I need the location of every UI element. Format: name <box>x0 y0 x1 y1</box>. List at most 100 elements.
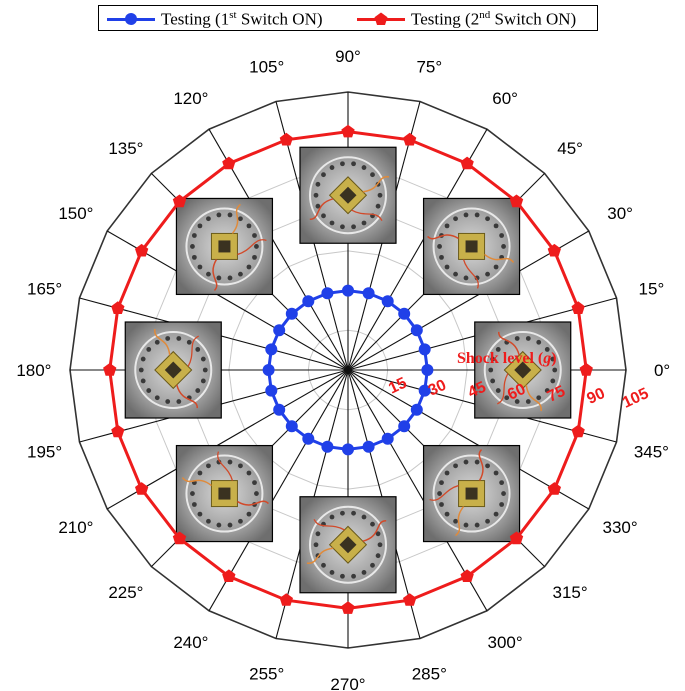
series-2-point-150 <box>135 243 149 257</box>
photo-180-deg <box>124 321 222 419</box>
angle-label-225: 225° <box>108 583 143 602</box>
data-series <box>103 124 593 614</box>
angle-label-255: 255° <box>249 664 284 683</box>
series-2-point-75 <box>403 132 417 146</box>
axis-labels: 0° 15° 30° 45° 60° 75° 90° 105° 120° 135° 150° 165°… <box>16 47 670 691</box>
series-1-point-195 <box>265 384 278 397</box>
series-1-point-270 <box>342 443 354 456</box>
series-2-point-0 <box>579 363 593 376</box>
angle-label-300: 300° <box>488 633 523 652</box>
legend-label-series-2: Testing (2nd Switch ON) <box>411 8 577 29</box>
series-1-point-330 <box>410 403 423 416</box>
angle-label-90: 90° <box>335 47 361 66</box>
angle-label-0: 0° <box>654 361 670 380</box>
legend-item-series-1: Testing (1st Switch ON) <box>105 8 323 30</box>
spoke-330-deg <box>347 369 590 510</box>
angle-label-180: 180° <box>16 361 51 380</box>
series-2-point-45 <box>509 194 524 208</box>
angle-label-315: 315° <box>553 583 588 602</box>
series-1-point-60 <box>381 295 394 308</box>
legend-swatch-red <box>355 9 407 29</box>
legend-swatch-blue <box>105 9 157 29</box>
series-1-point-120 <box>302 295 315 308</box>
angle-label-285: 285° <box>412 664 447 683</box>
angle-label-270: 270° <box>330 675 365 691</box>
series-2-point-300 <box>460 569 474 582</box>
angle-label-75: 75° <box>416 58 442 77</box>
legend-label-series-1: Testing (1st Switch ON) <box>161 8 323 29</box>
angle-label-165: 165° <box>27 280 62 299</box>
legend-item-series-2: Testing (2nd Switch ON) <box>355 8 576 30</box>
series-1-point-285 <box>362 440 375 453</box>
spoke-150-deg <box>106 230 349 371</box>
series-1-point-300 <box>381 432 394 445</box>
legend: Testing (1st Switch ON) Testing (2nd Swi… <box>98 5 598 31</box>
spoke-60-deg <box>347 128 488 371</box>
series-2-point-240 <box>222 569 236 582</box>
angle-label-60: 60° <box>492 89 518 108</box>
series-2-point-105 <box>279 132 293 146</box>
series-1-point-75 <box>362 287 375 300</box>
series-2-point-285 <box>403 593 417 606</box>
spoke-30-deg <box>347 230 590 371</box>
radial-tick-30: 30 <box>426 377 449 400</box>
series-2-point-120 <box>222 156 236 170</box>
series-1-point-150 <box>273 324 286 337</box>
angle-label-30: 30° <box>607 204 633 223</box>
photo-225-deg <box>175 444 274 543</box>
photo-90-deg <box>299 146 397 244</box>
photo-315-deg <box>422 444 521 543</box>
series-2-point-210 <box>135 482 149 495</box>
spoke-300-deg <box>347 369 488 612</box>
series-1-point-180 <box>262 364 275 376</box>
angle-label-120: 120° <box>173 89 208 108</box>
radial-axis-title: Shock level (g) <box>457 350 557 367</box>
photo-135-deg <box>175 197 274 296</box>
angle-label-240: 240° <box>173 633 208 652</box>
series-2-point-315 <box>509 531 524 545</box>
angle-label-135: 135° <box>108 139 143 158</box>
series-1-point-0 <box>421 364 434 376</box>
spoke-120-deg <box>208 128 349 371</box>
radial-tick-60: 60 <box>505 381 528 404</box>
angle-label-210: 210° <box>58 518 93 537</box>
spoke-210-deg <box>106 369 349 510</box>
series-2-point-165 <box>111 301 125 314</box>
series-1-point-255 <box>321 440 334 453</box>
photo-0-deg <box>474 321 572 419</box>
series-2-point-345 <box>571 424 585 438</box>
angle-label-330: 330° <box>603 518 638 537</box>
series-2-point-270 <box>341 601 355 614</box>
series-2-point-255 <box>279 593 293 606</box>
series-1-point-315 <box>398 420 411 433</box>
series-1-point-345 <box>418 384 431 397</box>
series-2-point-225 <box>172 531 187 545</box>
radial-tick-90: 90 <box>584 385 607 408</box>
series-2-point-135 <box>172 194 187 208</box>
angle-label-150: 150° <box>58 204 93 223</box>
angle-label-15: 15° <box>639 280 665 299</box>
series-1-point-90 <box>342 284 354 297</box>
photo-270-deg <box>299 496 397 594</box>
series-1-point-45 <box>398 307 411 320</box>
series-2-point-90 <box>341 124 355 138</box>
series-1-point-105 <box>321 287 334 300</box>
spoke-240-deg <box>208 369 349 612</box>
series-2-point-195 <box>111 424 125 438</box>
angle-label-105: 105° <box>249 58 284 77</box>
series-1-point-240 <box>302 432 315 445</box>
angle-label-195: 195° <box>27 442 62 461</box>
series-1-point-135 <box>285 307 298 320</box>
angle-label-45: 45° <box>557 139 583 158</box>
series-1-point-210 <box>273 403 286 416</box>
series-1-point-225 <box>285 420 298 433</box>
photo-45-deg <box>422 197 521 296</box>
radial-tick-15: 15 <box>386 375 409 398</box>
series-2-point-330 <box>547 482 561 495</box>
series-2-point-180 <box>103 363 117 376</box>
series-2-point-30 <box>547 243 561 257</box>
series-2-point-15 <box>571 301 585 314</box>
angle-label-345: 345° <box>634 442 669 461</box>
radial-tick-75: 75 <box>545 383 568 406</box>
